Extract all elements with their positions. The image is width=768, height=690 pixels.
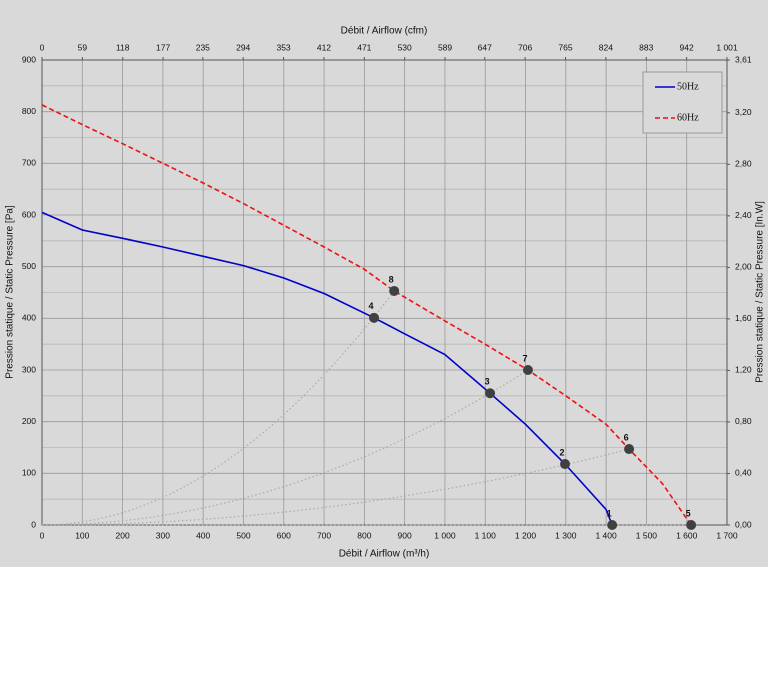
y-tick-label: 400 bbox=[22, 313, 36, 323]
y2-tick-label: 2,00 bbox=[735, 262, 752, 272]
operating-point bbox=[369, 312, 380, 323]
x-tick-label: 200 bbox=[115, 530, 129, 540]
y-tick-label: 0 bbox=[31, 519, 36, 529]
x2-tick-label: 647 bbox=[478, 42, 492, 52]
point-label: 6 bbox=[624, 432, 629, 442]
operating-point bbox=[607, 520, 618, 530]
x2-tick-label: 589 bbox=[438, 42, 452, 52]
series-line bbox=[41, 211, 613, 526]
x-tick-label: 100 bbox=[75, 530, 89, 540]
x-tick-label: 300 bbox=[156, 530, 170, 540]
x2-tick-label: 177 bbox=[156, 42, 170, 52]
y-tick-label: 900 bbox=[22, 54, 36, 64]
legend-box bbox=[642, 71, 723, 134]
point-label: 3 bbox=[485, 377, 490, 387]
y2-tick-label: 3,61 bbox=[735, 54, 752, 64]
x-tick-label: 1 000 bbox=[434, 530, 456, 540]
x-tick-label: 0 bbox=[40, 530, 45, 540]
y-axis-title: Pression statique / Static Pressure [Pa] bbox=[5, 205, 16, 379]
operating-point bbox=[624, 444, 635, 455]
x-tick-label: 700 bbox=[317, 530, 331, 540]
y2-tick-label: 1,60 bbox=[735, 313, 752, 323]
system-curve bbox=[41, 290, 395, 526]
y2-axis-title: Pression statique / Static Pressure [In.… bbox=[755, 201, 766, 383]
x-tick-label: 1 200 bbox=[515, 530, 537, 540]
point-label: 4 bbox=[369, 301, 374, 311]
x-tick-label: 1 700 bbox=[716, 530, 738, 540]
y2-tick-label: 0,40 bbox=[735, 468, 752, 478]
x-tick-label: 1 300 bbox=[555, 530, 577, 540]
y-tick-label: 700 bbox=[22, 158, 36, 168]
x2-tick-label: 235 bbox=[196, 42, 210, 52]
x2-tick-label: 0 bbox=[40, 42, 45, 52]
x-tick-label: 600 bbox=[277, 530, 291, 540]
operating-point bbox=[485, 388, 496, 399]
x-tick-label: 400 bbox=[196, 530, 210, 540]
operating-point bbox=[560, 459, 571, 470]
x2-tick-label: 353 bbox=[276, 42, 290, 52]
point-label: 7 bbox=[522, 353, 527, 363]
x2-tick-label: 765 bbox=[558, 42, 572, 52]
plot-frame bbox=[41, 59, 728, 526]
legend-label: 60Hz bbox=[677, 112, 699, 123]
x2-tick-label: 412 bbox=[317, 42, 331, 52]
x2-tick-label: 59 bbox=[78, 42, 88, 52]
point-label: 2 bbox=[560, 447, 565, 457]
legend-label: 50Hz bbox=[677, 81, 699, 92]
y2-tick-label: 3,20 bbox=[735, 107, 752, 117]
x2-tick-label: 706 bbox=[518, 42, 532, 52]
x-axis-title: Débit / Airflow (m³/h) bbox=[339, 549, 430, 560]
x-tick-label: 500 bbox=[236, 530, 250, 540]
y-tick-label: 100 bbox=[22, 468, 36, 478]
x2-tick-label: 118 bbox=[116, 42, 130, 52]
y-tick-label: 600 bbox=[22, 209, 36, 219]
x2-axis-title: Débit / Airflow (cfm) bbox=[341, 26, 428, 37]
x-tick-label: 1 500 bbox=[636, 530, 658, 540]
x2-tick-label: 942 bbox=[680, 42, 694, 52]
y-tick-label: 200 bbox=[22, 416, 36, 426]
x-tick-label: 800 bbox=[357, 530, 371, 540]
operating-point bbox=[522, 365, 533, 375]
y-tick-label: 500 bbox=[22, 261, 36, 271]
operating-point bbox=[389, 285, 400, 296]
point-label: 1 bbox=[607, 508, 612, 518]
system-curve bbox=[41, 369, 529, 526]
x-tick-label: 1 400 bbox=[595, 530, 617, 540]
operating-point bbox=[686, 520, 697, 530]
point-label: 5 bbox=[686, 508, 691, 518]
series-line bbox=[41, 104, 692, 526]
y2-tick-label: 0,00 bbox=[735, 519, 752, 529]
x2-tick-label: 824 bbox=[599, 42, 613, 52]
x2-tick-label: 471 bbox=[357, 42, 371, 52]
x2-tick-label: 294 bbox=[236, 42, 250, 52]
y-tick-label: 300 bbox=[22, 364, 36, 374]
y-tick-label: 800 bbox=[22, 106, 36, 116]
system-curve bbox=[42, 448, 630, 526]
y2-tick-label: 2,40 bbox=[735, 210, 752, 220]
x-tick-label: 900 bbox=[398, 530, 412, 540]
point-label: 8 bbox=[389, 274, 394, 284]
x2-tick-label: 883 bbox=[639, 42, 653, 52]
x-tick-label: 1 600 bbox=[676, 530, 698, 540]
y2-tick-label: 0,80 bbox=[735, 416, 752, 426]
y2-tick-label: 2,80 bbox=[735, 159, 752, 169]
x2-tick-label: 1 001 bbox=[716, 42, 738, 52]
x2-tick-label: 530 bbox=[398, 42, 412, 52]
y2-tick-label: 1,20 bbox=[735, 365, 752, 375]
x-tick-label: 1 100 bbox=[475, 530, 497, 540]
